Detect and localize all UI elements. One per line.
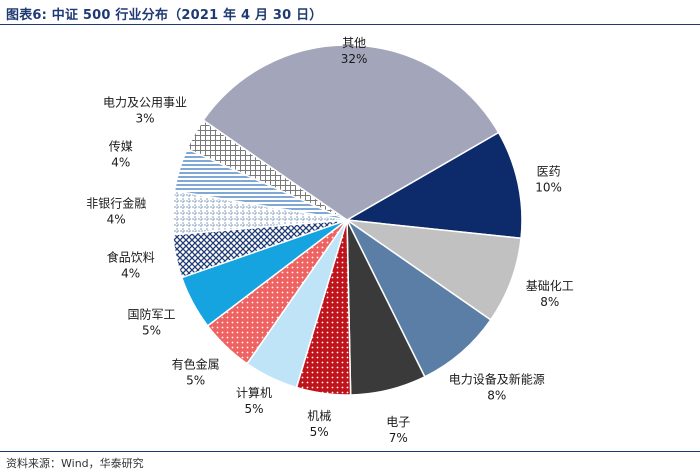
- slice-name-label-3: 电力设备及新能源: [449, 372, 545, 387]
- slice-name-label-6: 计算机: [236, 385, 272, 400]
- slices-layer: [171, 44, 523, 396]
- bottom-rule: [0, 451, 700, 452]
- slice-value-label-8: 5%: [142, 324, 161, 338]
- slice-name-label-13: 其他: [342, 36, 366, 50]
- slice-name-label-11: 传媒: [109, 139, 133, 154]
- chart-source: 资料来源：Wind，华泰研究: [6, 457, 144, 470]
- slice-value-label-11: 4%: [111, 156, 130, 170]
- top-rule: [0, 24, 700, 25]
- slice-value-label-13: 32%: [341, 52, 368, 66]
- slice-value-label-1: 10%: [535, 180, 562, 194]
- slice-value-label-2: 8%: [540, 295, 559, 309]
- slice-value-label-6: 5%: [244, 402, 263, 416]
- slice-name-label-2: 基础化工: [526, 279, 574, 293]
- pie-slice-1: [344, 131, 523, 240]
- pie-slice-13: [202, 44, 500, 221]
- slice-value-label-7: 5%: [186, 374, 205, 388]
- slice-name-label-5: 机械: [307, 408, 331, 423]
- slice-name-label-8: 国防军工: [127, 307, 175, 322]
- slice-name-label-1: 医药: [537, 164, 561, 178]
- slice-name-label-12: 电力及公用事业: [103, 96, 187, 110]
- slice-name-label-4: 电子: [386, 415, 410, 429]
- slice-value-label-5: 5%: [310, 425, 329, 439]
- slice-name-label-9: 食品饮料: [107, 250, 155, 265]
- slice-value-label-10: 4%: [107, 213, 126, 227]
- slice-value-label-12: 3%: [135, 112, 154, 126]
- slice-value-label-4: 7%: [389, 431, 408, 445]
- slice-name-label-7: 有色金属: [172, 357, 220, 372]
- slice-value-label-9: 4%: [121, 267, 140, 281]
- labels-layer: 医药 10% 基础化工 8% 电力设备及新能源 8% 电子 7% 机械 5% 计算机 5% 有色金属 5%…: [86, 36, 574, 445]
- slice-name-label-10: 非银行金融: [86, 196, 146, 211]
- slice-value-label-3: 8%: [487, 389, 506, 403]
- chart-title: 图表6: 中证 500 行业分布（2021 年 4 月 30 日）: [6, 8, 323, 23]
